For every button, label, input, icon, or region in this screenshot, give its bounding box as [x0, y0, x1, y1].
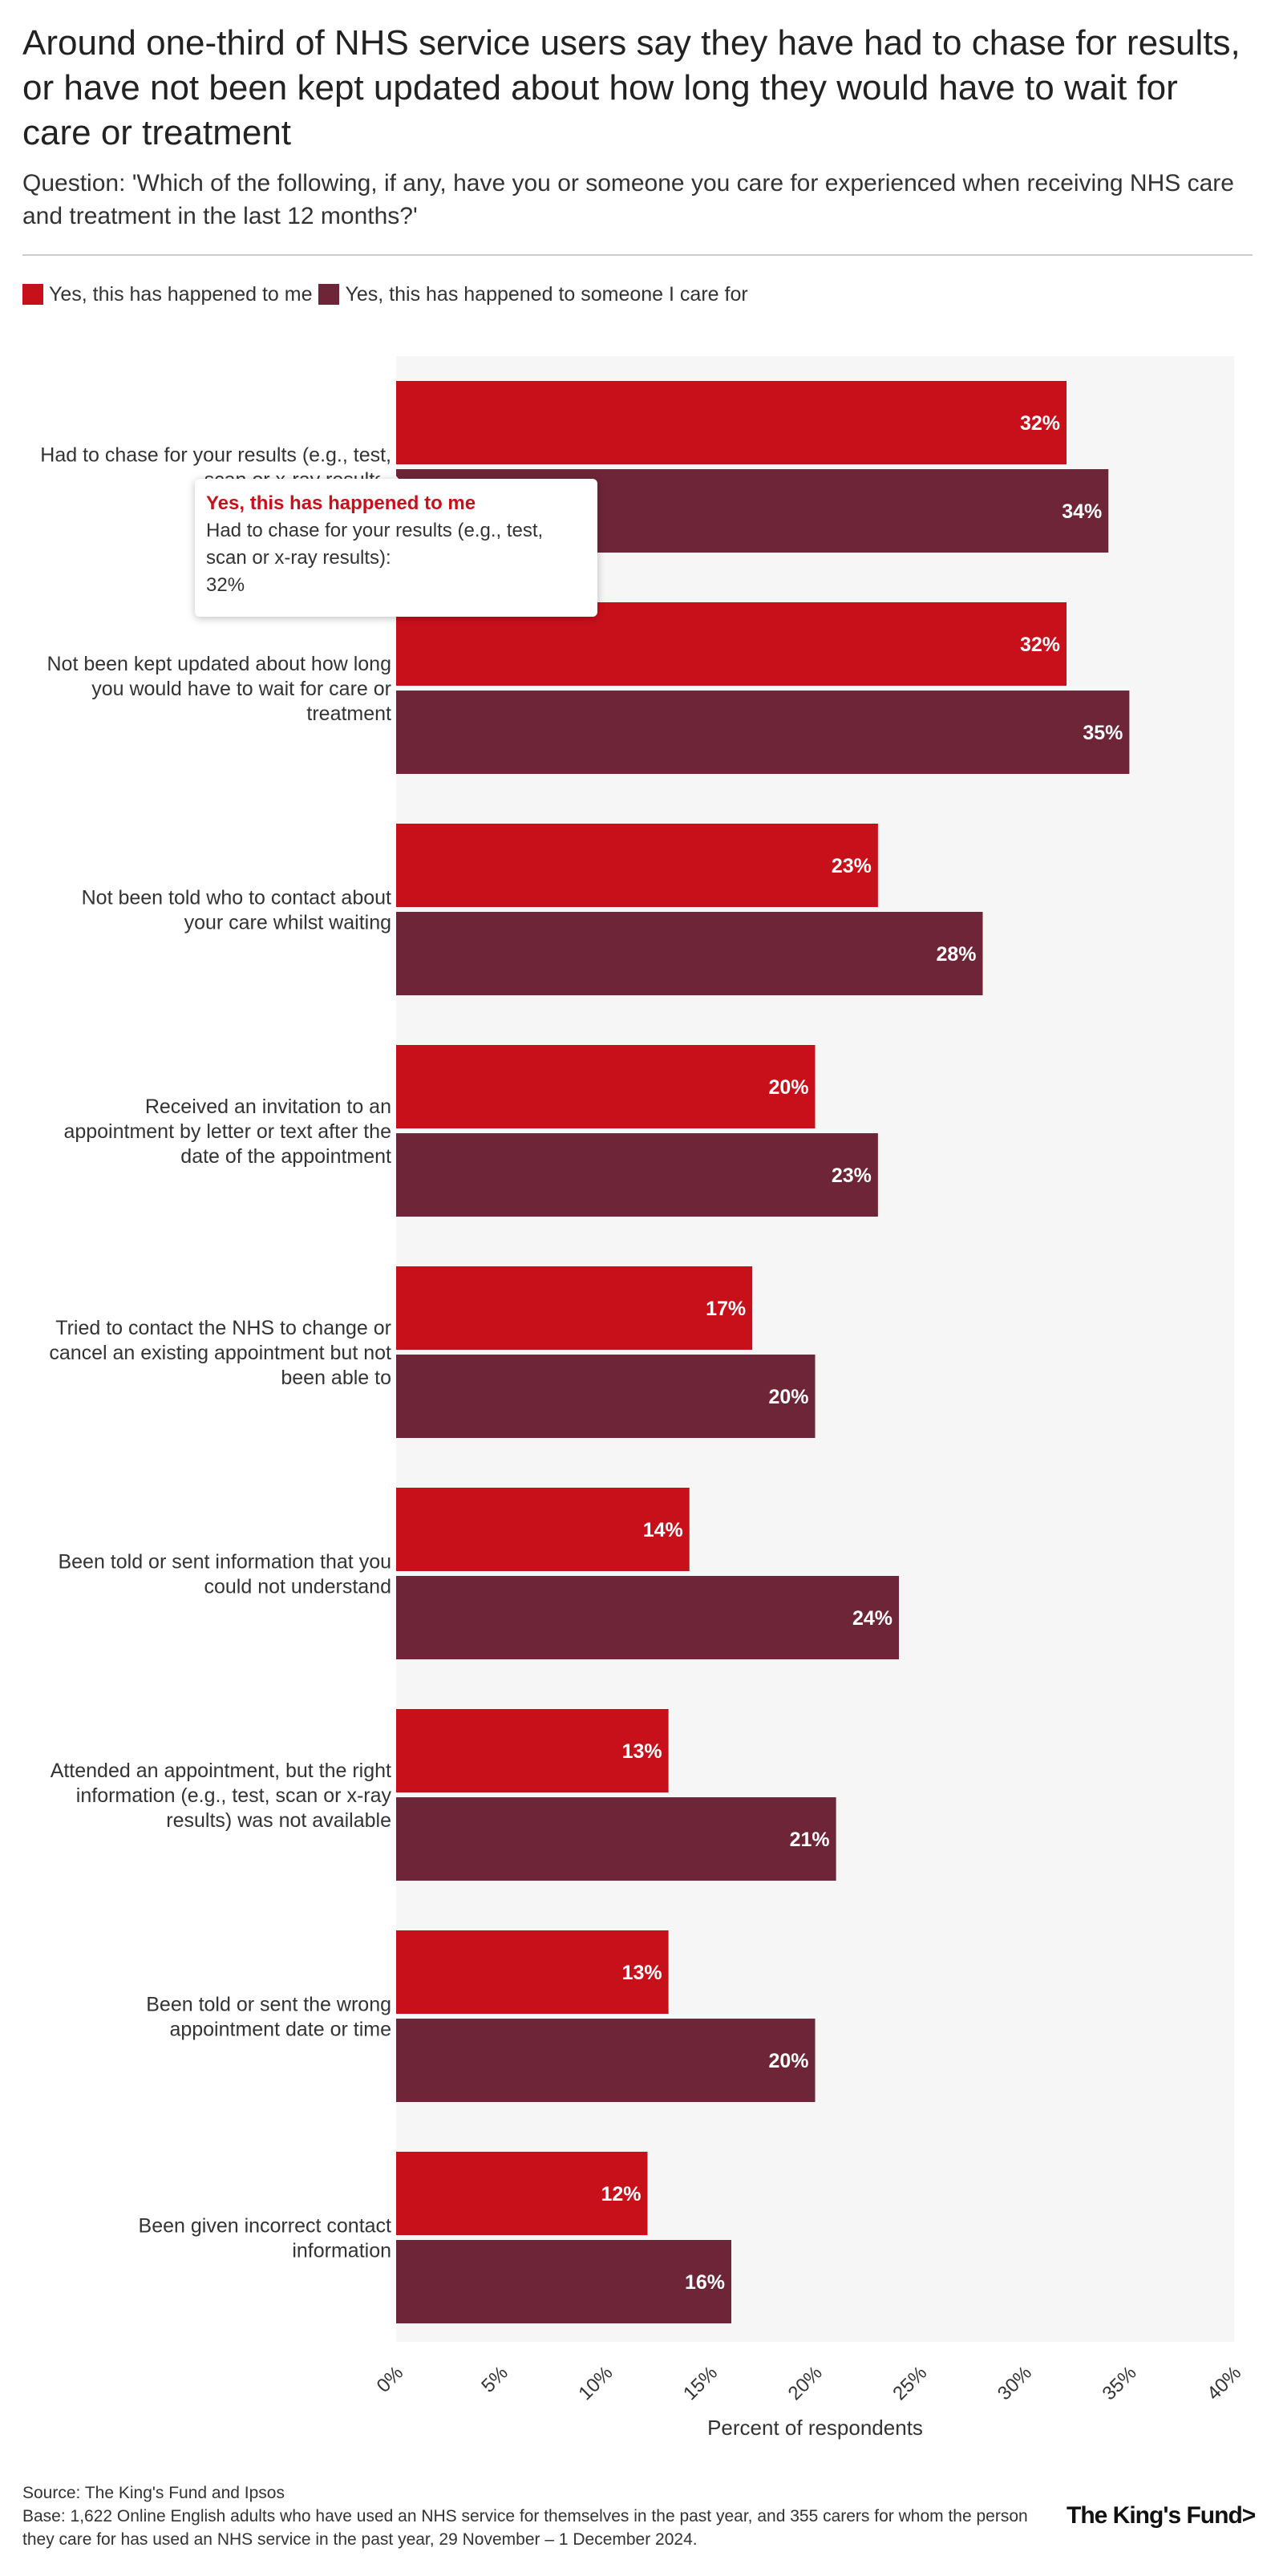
data-label: 13% [622, 1740, 662, 1763]
bar-chart: 32% 34% Had to chase for your results (e.g… [40, 381, 1246, 2440]
category-label: date of the appointment [180, 1145, 391, 1168]
data-label: 12% [601, 2183, 641, 2205]
chart-subtitle: Question: 'Which of the following, if an… [22, 170, 1234, 229]
x-tick-label: 35% [1099, 2362, 1141, 2404]
category-label: treatment [306, 703, 391, 725]
tooltip-series: Yes, this has happened to me [206, 492, 476, 514]
data-label: 34% [1062, 500, 1102, 523]
tooltip-category: Had to chase for your results (e.g., tes… [206, 520, 544, 569]
category-label: been able to [281, 1367, 391, 1389]
bar[interactable] [396, 1576, 899, 1659]
category-label: Not been told who to contact about [82, 887, 391, 909]
data-label: 28% [936, 943, 976, 966]
tooltip: Yes, this has happened to me Had to chas… [195, 479, 597, 617]
x-tick-label: 30% [994, 2362, 1036, 2404]
bar[interactable] [396, 912, 983, 995]
data-label: 16% [685, 2271, 725, 2294]
category-label: you would have to wait for care or [91, 678, 391, 700]
data-label: 17% [706, 1298, 746, 1320]
legend-label-care: Yes, this has happened to someone I care… [345, 282, 748, 306]
legend-swatch-care [318, 284, 340, 305]
x-tick-label: 10% [574, 2362, 617, 2404]
legend-item-care[interactable]: Yes, this has happened to someone I care… [318, 282, 748, 306]
data-label: 35% [1083, 722, 1123, 744]
category-label: Been given incorrect contact [139, 2215, 392, 2238]
category-label: cancel an existing appointment but not [49, 1342, 391, 1364]
data-label: 24% [852, 1607, 892, 1630]
bar[interactable] [396, 824, 878, 907]
data-label: 13% [622, 1962, 662, 1984]
bar[interactable] [396, 1266, 753, 1350]
category-label: Attended an appointment, but the right [51, 1760, 391, 1782]
category-label: appointment date or time [169, 2019, 391, 2041]
category-label: Been told or sent the wrong [146, 1994, 391, 2016]
tooltip-arrow [377, 467, 399, 480]
bar[interactable] [396, 1709, 669, 1792]
bar[interactable] [396, 1488, 690, 1571]
bar[interactable] [396, 1045, 816, 1128]
bar[interactable] [396, 2152, 648, 2235]
tooltip-value: 32% [206, 574, 245, 596]
kings-fund-logo[interactable]: The King's Fund> [1067, 2502, 1256, 2529]
x-tick-label: 15% [679, 2362, 722, 2404]
category-label: information [292, 2240, 391, 2262]
category-label: Not been kept updated about how long [47, 653, 391, 675]
bar[interactable] [396, 1797, 836, 1881]
data-label: 23% [832, 1164, 872, 1187]
category-label: appointment by letter or text after the [63, 1120, 391, 1143]
legend: Yes, this has happened to me Yes, this h… [22, 281, 755, 308]
x-tick-label: 0% [373, 2362, 408, 2397]
legend-item-me[interactable]: Yes, this has happened to me [22, 283, 312, 306]
legend-label-me: Yes, this has happened to me [49, 282, 313, 306]
data-label: 14% [643, 1519, 683, 1541]
x-tick-label: 40% [1203, 2362, 1245, 2404]
data-label: 20% [768, 1386, 808, 1408]
source-note: Source: The King's Fund and Ipsos [22, 2484, 285, 2502]
bar[interactable] [396, 1930, 669, 2014]
category-label: Received an invitation to an [145, 1096, 391, 1118]
category-label: information (e.g., test, scan or x-ray [76, 1784, 392, 1807]
category-label: Been told or sent information that you [58, 1551, 391, 1574]
chart-title: Around one-third of NHS service users sa… [22, 23, 1241, 152]
category-label: your care whilst waiting [184, 912, 391, 934]
data-label: 20% [768, 2050, 808, 2072]
bar[interactable] [396, 2019, 816, 2102]
x-tick-label: 25% [888, 2362, 931, 2404]
bar[interactable] [396, 1355, 816, 1438]
header-divider [22, 254, 1253, 256]
data-label: 32% [1020, 634, 1060, 656]
footer: Source: The King's Fund and Ipsos Base: … [22, 2481, 1049, 2551]
category-label: results) was not available [166, 1809, 391, 1832]
category-label: Had to chase for your results (e.g., tes… [40, 444, 391, 467]
x-tick-label: 5% [477, 2362, 512, 2397]
bar[interactable] [396, 381, 1067, 464]
bar[interactable] [396, 1133, 878, 1217]
data-label: 20% [768, 1076, 808, 1099]
legend-swatch-me [22, 284, 43, 305]
x-tick-label: 20% [784, 2362, 827, 2404]
base-note: Base: 1,622 Online English adults who ha… [22, 2507, 1028, 2549]
bar[interactable] [396, 2240, 731, 2323]
data-label: 32% [1020, 412, 1060, 435]
category-label: Tried to contact the NHS to change or [55, 1317, 391, 1339]
data-label: 23% [832, 855, 872, 877]
category-label: could not understand [204, 1576, 391, 1598]
bar[interactable] [396, 691, 1130, 774]
x-axis-label: Percent of respondents [707, 2416, 923, 2440]
data-label: 21% [790, 1829, 830, 1851]
